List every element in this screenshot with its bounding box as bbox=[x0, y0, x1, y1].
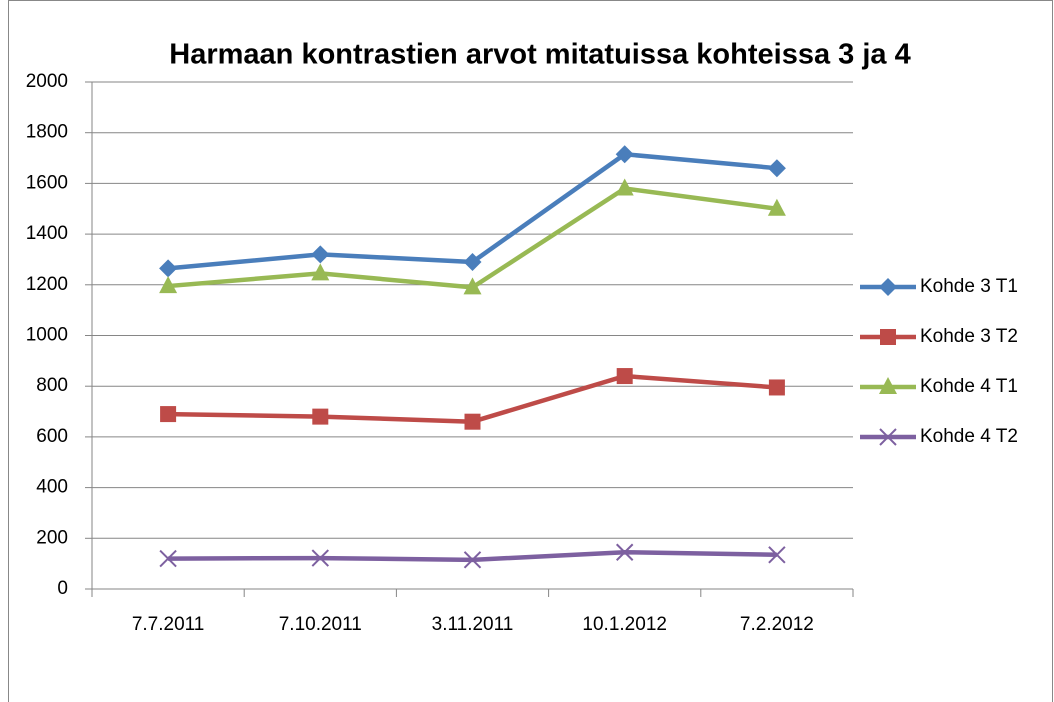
marker bbox=[768, 379, 785, 396]
marker bbox=[159, 549, 177, 568]
marker bbox=[615, 543, 634, 561]
marker bbox=[463, 551, 482, 569]
y-tick-label: 1000 bbox=[26, 325, 68, 346]
x-tick-label: 3.11.2011 bbox=[432, 614, 514, 635]
marker bbox=[767, 159, 786, 178]
marker bbox=[464, 413, 481, 430]
marker bbox=[311, 549, 330, 567]
y-tick-label: 600 bbox=[36, 426, 68, 447]
y-tick-label: 1600 bbox=[26, 172, 68, 193]
marker bbox=[463, 252, 482, 271]
x-tick-label: 10.1.2012 bbox=[582, 614, 667, 635]
marker bbox=[767, 198, 786, 216]
x-tick-label: 7.2.2012 bbox=[740, 614, 814, 635]
marker bbox=[880, 329, 896, 345]
marker bbox=[311, 263, 330, 281]
legend-label: Kohde 3 T2 bbox=[920, 326, 1018, 347]
chart-border bbox=[8, 0, 1053, 702]
legend-label: Kohde 4 T1 bbox=[920, 376, 1018, 397]
x-tick-label: 7.10.2011 bbox=[279, 614, 362, 635]
marker bbox=[615, 145, 634, 164]
marker bbox=[615, 178, 634, 196]
y-tick-label: 2000 bbox=[26, 71, 68, 92]
y-tick-label: 800 bbox=[36, 375, 68, 396]
y-tick-label: 400 bbox=[36, 477, 68, 498]
legend-label: Kohde 4 T2 bbox=[920, 426, 1018, 447]
y-tick-label: 200 bbox=[36, 527, 68, 548]
series-line bbox=[167, 151, 778, 271]
marker bbox=[312, 408, 329, 425]
marker bbox=[616, 368, 633, 385]
series-line bbox=[167, 186, 778, 290]
chart-title: Harmaan kontrastien arvot mitatuissa koh… bbox=[169, 39, 910, 71]
y-tick-label: 1800 bbox=[26, 122, 68, 143]
marker bbox=[311, 245, 330, 264]
legend-label: Kohde 3 T1 bbox=[920, 276, 1018, 297]
marker bbox=[879, 377, 897, 394]
marker bbox=[159, 276, 178, 294]
y-tick-label: 1400 bbox=[26, 223, 68, 244]
marker bbox=[159, 259, 178, 278]
marker bbox=[160, 406, 177, 423]
y-tick-label: 0 bbox=[57, 578, 68, 599]
marker bbox=[463, 277, 482, 295]
marker bbox=[879, 428, 897, 446]
marker bbox=[768, 546, 786, 564]
y-tick-label: 1200 bbox=[26, 274, 68, 295]
marker bbox=[879, 278, 897, 296]
x-tick-label: 7.7.2011 bbox=[132, 614, 205, 635]
